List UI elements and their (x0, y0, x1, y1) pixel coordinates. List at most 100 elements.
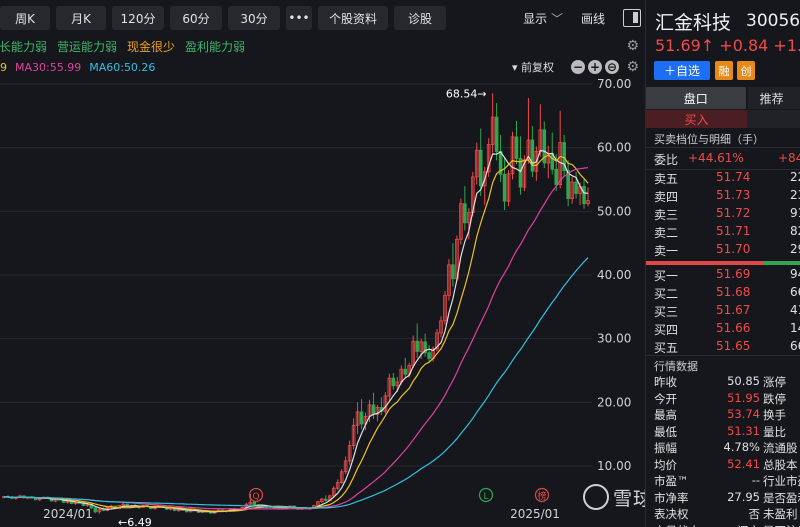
candlestick-chart[interactable]: 70.00 60.00 50.00 40.00 30.00 20.00 10.00 68.54… (0, 78, 645, 527)
stat-value: 51.95 (727, 390, 760, 405)
y-tick-label: 40.00 (597, 268, 631, 282)
order-ratio-pct: +44.61% (688, 151, 744, 165)
candle-body (582, 186, 586, 205)
candle-body (506, 173, 511, 202)
ask-level-row[interactable]: 卖五 51.74 22 (646, 170, 800, 188)
reset-icon[interactable]: ⊖ (605, 60, 619, 74)
display-label: 显示 (523, 11, 548, 26)
event-marker (534, 487, 550, 503)
tab-recommend[interactable]: 推荐 (747, 87, 800, 109)
tab-buy[interactable]: 买入 (646, 110, 747, 128)
zoom-in-icon[interactable]: + (588, 60, 602, 74)
stock-profile-button[interactable]: 个股资料 (318, 6, 388, 30)
stat-label-2: 量比 (763, 424, 786, 439)
draw-line-button[interactable]: 画线 (580, 11, 605, 26)
ma60-value: MA60:50.26 (89, 60, 156, 74)
tab-orderbook[interactable]: 盘口 (646, 87, 746, 109)
bid-level-price: 51.68 (716, 285, 751, 299)
ask-level-row[interactable]: 卖二 51.71 82 (646, 224, 800, 242)
candle-body (542, 129, 547, 164)
candle-body (586, 200, 590, 205)
period-week-button[interactable]: 周K (0, 6, 50, 30)
period-60min-button[interactable]: 60分 (170, 6, 222, 30)
ask-level-price: 51.70 (716, 242, 751, 256)
period-120min-button[interactable]: 120分 (112, 6, 164, 30)
candle-body (419, 341, 423, 352)
stat-value: -- (751, 473, 760, 487)
event-marker-label: L (483, 492, 488, 502)
stat-value: 50.85 (727, 374, 760, 388)
market-stat-row: 市净率 27.95是否盈利 (646, 490, 800, 507)
candle-body (486, 144, 491, 173)
margin-badge[interactable]: 融 (715, 61, 733, 80)
market-stat-row: 今开 51.95 跌停 (646, 391, 800, 408)
ask-level-price: 51.72 (716, 206, 751, 220)
candle-body (415, 340, 419, 352)
candle-body (324, 498, 328, 501)
add-watchlist-button[interactable]: ＋自选 (654, 61, 710, 80)
ask-level-price: 51.74 (716, 170, 751, 184)
panel-toggle-icon[interactable] (623, 9, 641, 27)
candle-body (459, 203, 463, 240)
market-stat-row: 最高 53.74 换手 (646, 407, 800, 424)
ask-level-label: 卖四 (654, 190, 679, 204)
stat-label: 今开 (654, 391, 677, 406)
candle-body (427, 352, 431, 359)
bid-level-volume: 144 (790, 321, 800, 335)
bid-level-row[interactable]: 买二 51.68 667 (646, 285, 800, 303)
orderbook-title: 买卖档位与明细（手） (654, 133, 764, 146)
candle-body (439, 320, 443, 334)
bid-level-row[interactable]: 买四 51.66 144 (646, 321, 800, 339)
stat-value: 闭市 (709, 523, 760, 527)
bid-level-price: 51.66 (716, 321, 751, 335)
candle-body (375, 407, 380, 415)
bid-level-row[interactable]: 买五 51.65 66 (646, 339, 800, 357)
candle-body (534, 151, 539, 172)
event-marker-label: Q (252, 492, 259, 502)
tag-profit[interactable]: 盈利能力弱 (185, 39, 246, 54)
diagnose-button[interactable]: 诊股 (394, 6, 446, 30)
candle-body (554, 168, 559, 185)
chart-gear-icon[interactable]: ⚙ (626, 59, 639, 75)
ask-level-price: 51.73 (716, 188, 751, 202)
stat-label-2: 行业市盈 (763, 474, 800, 488)
stat-label: 昨收 (654, 375, 677, 389)
candle-body (514, 136, 519, 159)
stat-label: 最低 (654, 424, 677, 439)
order-ratio: 委比 +44.61% +849 (654, 151, 800, 168)
stock-code: 300561 (746, 11, 800, 31)
tag-growth[interactable]: 长能力弱 (0, 39, 48, 54)
zoom-out-icon[interactable]: − (571, 60, 585, 74)
candle-body (443, 294, 447, 322)
low-annotation: ←6.49 (118, 516, 152, 527)
event-marker (248, 487, 264, 503)
candle-body (316, 501, 320, 506)
stat-value: 51.31 (727, 423, 760, 438)
display-dropdown[interactable]: 显示 ﹀ (523, 10, 563, 27)
tag-operation[interactable]: 营运能力弱 (57, 39, 118, 54)
candle-body (510, 136, 515, 175)
candle-body (467, 212, 471, 224)
gear-icon[interactable]: ⚙ (626, 38, 639, 54)
period-30min-button[interactable]: 30分 (228, 6, 280, 30)
period-month-button[interactable]: 月K (56, 6, 106, 30)
bid-level-row[interactable]: 买一 51.69 94 (646, 267, 800, 285)
candle-body (339, 471, 344, 483)
ma5-line (3, 149, 589, 513)
adjust-dropdown[interactable]: ▾ 前复权 (512, 59, 554, 75)
market-stat-row: 表决权 否未盈利 (646, 506, 800, 523)
growth-board-badge[interactable]: 创 (737, 61, 755, 80)
ask-level-row[interactable]: 卖四 51.73 23 (646, 188, 800, 206)
bid-level-label: 买三 (654, 305, 679, 319)
ask-level-row[interactable]: 卖一 51.70 291 (646, 242, 800, 260)
stat-label-2: 是否盈利 (763, 490, 800, 505)
bid-level-price: 51.69 (716, 267, 751, 281)
ma-legend: 9 MA30:55.99 MA60:50.26 ▾ 前复权 − + ⊖ ⚙ (0, 58, 645, 76)
more-button[interactable]: ••• (286, 6, 312, 30)
ask-level-row[interactable]: 卖三 51.72 91 (646, 206, 800, 224)
xueqiu-logo-icon (583, 484, 609, 510)
tag-cash[interactable]: 现金很少 (127, 39, 176, 54)
bid-level-row[interactable]: 买三 51.67 418 (646, 303, 800, 321)
candle-body (351, 424, 356, 447)
candle-body (435, 332, 439, 350)
